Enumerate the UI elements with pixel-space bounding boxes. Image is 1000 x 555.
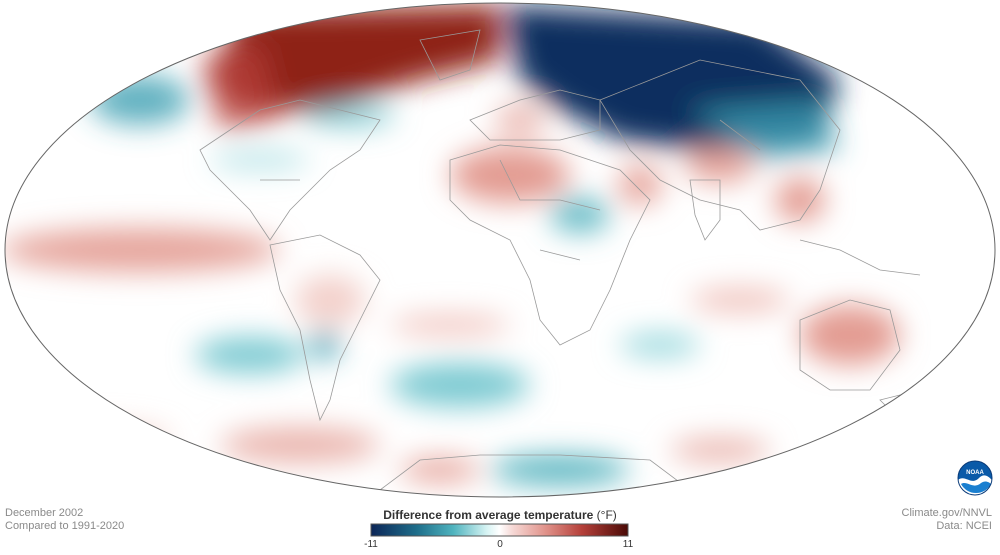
globe (5, 3, 995, 497)
legend-min-label: -11 (364, 539, 378, 550)
legend-mid-label: 0 (497, 539, 503, 550)
globe-outline (4, 2, 996, 498)
date-caption: December 2002 Compared to 1991-2020 (5, 507, 124, 533)
noaa-logo-text: NOAA (966, 470, 984, 476)
date-label: December 2002 (5, 507, 84, 519)
coastlines (199, 29, 921, 491)
legend-title: Difference from average temperature (°F) (360, 508, 640, 523)
baseline-label: Compared to 1991-2020 (5, 520, 125, 532)
credits: Climate.gov/NNVL Data: NCEI (902, 507, 992, 533)
legend-color-bar (370, 523, 629, 537)
legend-unit: (°F) (596, 508, 617, 522)
legend-title-text: Difference from average temperature (383, 508, 594, 522)
legend-ticks: -11 0 11 (360, 539, 640, 552)
data-source-label: Data: NCEI (936, 520, 992, 532)
legend: Difference from average temperature (°F)… (360, 508, 640, 550)
noaa-logo-icon: NOAA (957, 460, 993, 496)
credit-label: Climate.gov/NNVL (901, 507, 992, 519)
legend-max-label: 11 (622, 539, 634, 550)
